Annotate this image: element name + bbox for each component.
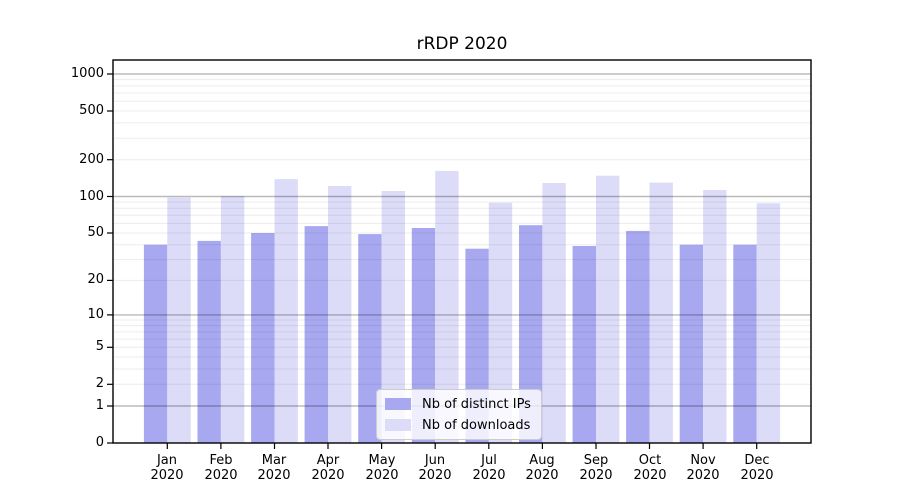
bar-downloads-jun	[435, 170, 459, 443]
bar-distinct-ips-jan	[143, 244, 168, 443]
x-tick-label-jun: Jun 2020	[418, 453, 452, 483]
y-tick-label-1: 1	[95, 398, 104, 413]
y-tick-label-5: 5	[95, 339, 104, 354]
bar-downloads-nov	[703, 190, 727, 443]
bar-distinct-ips-aug	[519, 225, 543, 443]
x-tick-label-apr: Apr 2020	[311, 453, 345, 483]
legend-swatch-distinct-ips	[385, 398, 411, 410]
x-tick-label-may: May 2020	[365, 453, 399, 483]
bar-downloads-apr	[328, 186, 352, 443]
y-tick-label-20: 20	[87, 272, 104, 287]
chart-title: rRDP 2020	[416, 34, 508, 54]
bar-distinct-ips-mar	[251, 233, 275, 443]
y-tick-label-1000: 1000	[70, 66, 104, 81]
bar-distinct-ips-sep	[572, 246, 596, 443]
bar-distinct-ips-nov	[679, 244, 704, 443]
x-tick-label-oct: Oct 2020	[633, 453, 667, 483]
x-tick-label-aug: Aug 2020	[525, 453, 559, 483]
bar-downloads-dec	[756, 203, 781, 443]
bar-distinct-ips-feb	[197, 240, 221, 443]
y-tick-label-2: 2	[95, 376, 104, 391]
y-tick-label-10: 10	[87, 307, 104, 322]
bar-distinct-ips-apr	[304, 226, 328, 443]
legend: Nb of distinct IPs Nb of downloads	[376, 389, 542, 440]
legend-label-downloads: Nb of downloads	[422, 417, 531, 433]
x-tick-label-jul: Jul 2020	[472, 453, 506, 483]
bar-distinct-ips-dec	[733, 244, 757, 443]
bar-downloads-sep	[596, 175, 620, 443]
plot-border	[112, 59, 812, 444]
y-tick-label-100: 100	[79, 189, 104, 204]
x-tick-label-feb: Feb 2020	[204, 453, 238, 483]
y-tick-label-200: 200	[79, 152, 104, 167]
x-tick-label-sep: Sep 2020	[579, 453, 613, 483]
bar-downloads-feb	[220, 196, 245, 443]
bar-downloads-may	[381, 191, 405, 443]
legend-item-distinct-ips: Nb of distinct IPs	[385, 395, 531, 413]
x-tick-label-mar: Mar 2020	[257, 453, 291, 483]
bar-downloads-mar	[274, 179, 298, 443]
legend-swatch-downloads	[385, 419, 411, 431]
bar-distinct-ips-oct	[626, 230, 650, 443]
x-tick-label-jan: Jan 2020	[150, 453, 184, 483]
x-tick-label-nov: Nov 2020	[686, 453, 720, 483]
y-tick-label-0: 0	[95, 435, 104, 450]
x-tick-label-dec: Dec 2020	[740, 453, 774, 483]
y-tick-label-50: 50	[87, 225, 104, 240]
bar-downloads-aug	[542, 183, 566, 443]
y-tick-label-500: 500	[79, 103, 104, 118]
bar-downloads-jul	[488, 202, 513, 443]
bar-downloads-jan	[167, 197, 191, 443]
bar-distinct-ips-may	[358, 234, 382, 443]
bar-downloads-oct	[649, 182, 673, 443]
legend-item-downloads: Nb of downloads	[385, 416, 531, 434]
legend-label-distinct-ips: Nb of distinct IPs	[422, 396, 531, 412]
